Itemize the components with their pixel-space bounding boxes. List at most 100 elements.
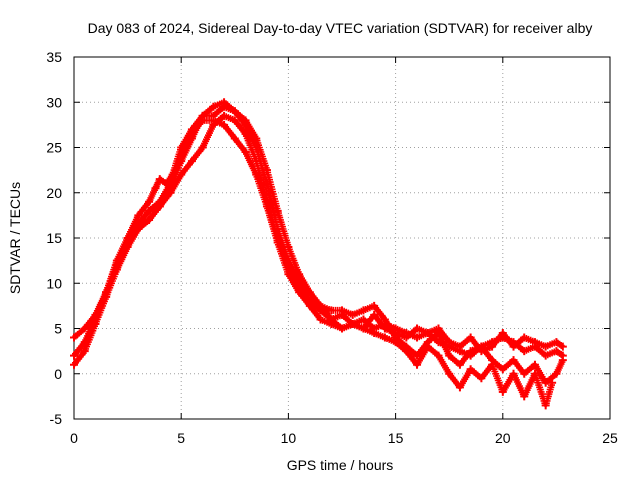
data-point <box>284 243 293 252</box>
grid-lines <box>74 57 610 419</box>
data-point <box>166 188 175 197</box>
data-point <box>145 197 154 206</box>
data-point <box>359 306 368 315</box>
data-point <box>230 107 239 116</box>
y-tick-label: 20 <box>46 185 62 201</box>
data-point <box>530 369 539 378</box>
data-point <box>145 215 154 224</box>
data-point <box>423 329 432 338</box>
data-point <box>295 270 304 279</box>
data-point <box>305 297 314 306</box>
series-trace <box>70 112 565 360</box>
data-point <box>155 175 164 184</box>
series-track-4 <box>70 111 567 360</box>
data-point <box>316 315 325 324</box>
x-tick-label: 10 <box>281 430 297 446</box>
data-point <box>434 351 443 360</box>
data-point <box>434 324 443 333</box>
data-point <box>273 206 282 215</box>
data-point <box>155 202 164 211</box>
data-point <box>359 324 368 333</box>
data-point <box>558 342 567 351</box>
data-point <box>295 283 304 292</box>
x-tick-label: 0 <box>70 430 78 446</box>
data-point <box>151 184 160 193</box>
data-point <box>102 288 111 297</box>
data-point <box>413 324 422 333</box>
data-point <box>348 319 357 328</box>
data-point <box>209 111 218 120</box>
data-point <box>509 356 518 365</box>
data-point <box>541 342 550 351</box>
data-point <box>177 170 186 179</box>
data-point <box>134 224 143 233</box>
data-point <box>413 360 422 369</box>
data-point <box>187 125 196 134</box>
data-point <box>284 261 293 270</box>
data-point <box>391 338 400 347</box>
data-point <box>220 102 229 111</box>
data-point <box>552 369 561 378</box>
data-point <box>70 360 78 369</box>
series-trace <box>81 103 555 409</box>
data-series <box>70 98 567 410</box>
data-point <box>391 329 400 338</box>
data-point <box>348 310 357 319</box>
data-point <box>445 369 454 378</box>
data-point <box>380 333 389 342</box>
data-point <box>466 333 475 342</box>
data-point <box>327 315 336 324</box>
x-axis-label: GPS time / hours <box>287 457 394 473</box>
data-point <box>70 351 78 360</box>
y-tick-label: 5 <box>54 321 62 337</box>
data-point <box>370 310 379 319</box>
data-point <box>488 342 497 351</box>
data-point <box>477 374 486 383</box>
y-axis-label: SDTVAR / TECUs <box>7 182 23 294</box>
data-point <box>134 211 143 220</box>
y-tick-label: 0 <box>54 366 62 382</box>
data-point <box>168 170 177 179</box>
data-point <box>402 347 411 356</box>
data-point <box>273 234 282 242</box>
data-point <box>198 143 207 152</box>
data-point <box>445 338 454 347</box>
data-point <box>552 347 561 356</box>
x-tick-labels: 0 5 10 15 20 25 <box>70 430 618 446</box>
data-point <box>488 360 497 369</box>
data-point <box>380 324 389 333</box>
data-point <box>370 329 379 338</box>
data-point <box>370 301 379 310</box>
y-tick-label: 15 <box>46 230 62 246</box>
data-point <box>498 365 507 374</box>
data-point <box>509 342 518 351</box>
data-point <box>241 116 250 125</box>
data-point <box>187 134 196 143</box>
y-tick-label: 30 <box>46 94 62 110</box>
x-tick-label: 15 <box>388 430 404 446</box>
x-tick-label: 5 <box>177 430 185 446</box>
y-tick-label: -5 <box>50 411 63 427</box>
axis-ticks <box>73 56 611 420</box>
data-point <box>262 197 271 206</box>
data-point <box>477 347 486 356</box>
data-point <box>530 338 539 347</box>
data-point <box>262 166 271 175</box>
data-point <box>252 157 261 166</box>
data-point <box>520 333 529 342</box>
data-point <box>209 102 218 111</box>
data-point <box>466 365 475 374</box>
data-point <box>509 369 518 378</box>
data-point <box>520 392 529 401</box>
data-point <box>498 329 507 338</box>
data-point <box>548 378 557 387</box>
data-point <box>552 338 561 347</box>
data-point <box>530 360 539 369</box>
data-point <box>520 347 529 356</box>
data-point <box>558 356 567 365</box>
data-point <box>209 120 218 129</box>
y-tick-label: 25 <box>46 140 62 156</box>
y-tick-label: 10 <box>46 275 62 291</box>
data-point <box>455 383 464 392</box>
data-point <box>413 351 422 360</box>
